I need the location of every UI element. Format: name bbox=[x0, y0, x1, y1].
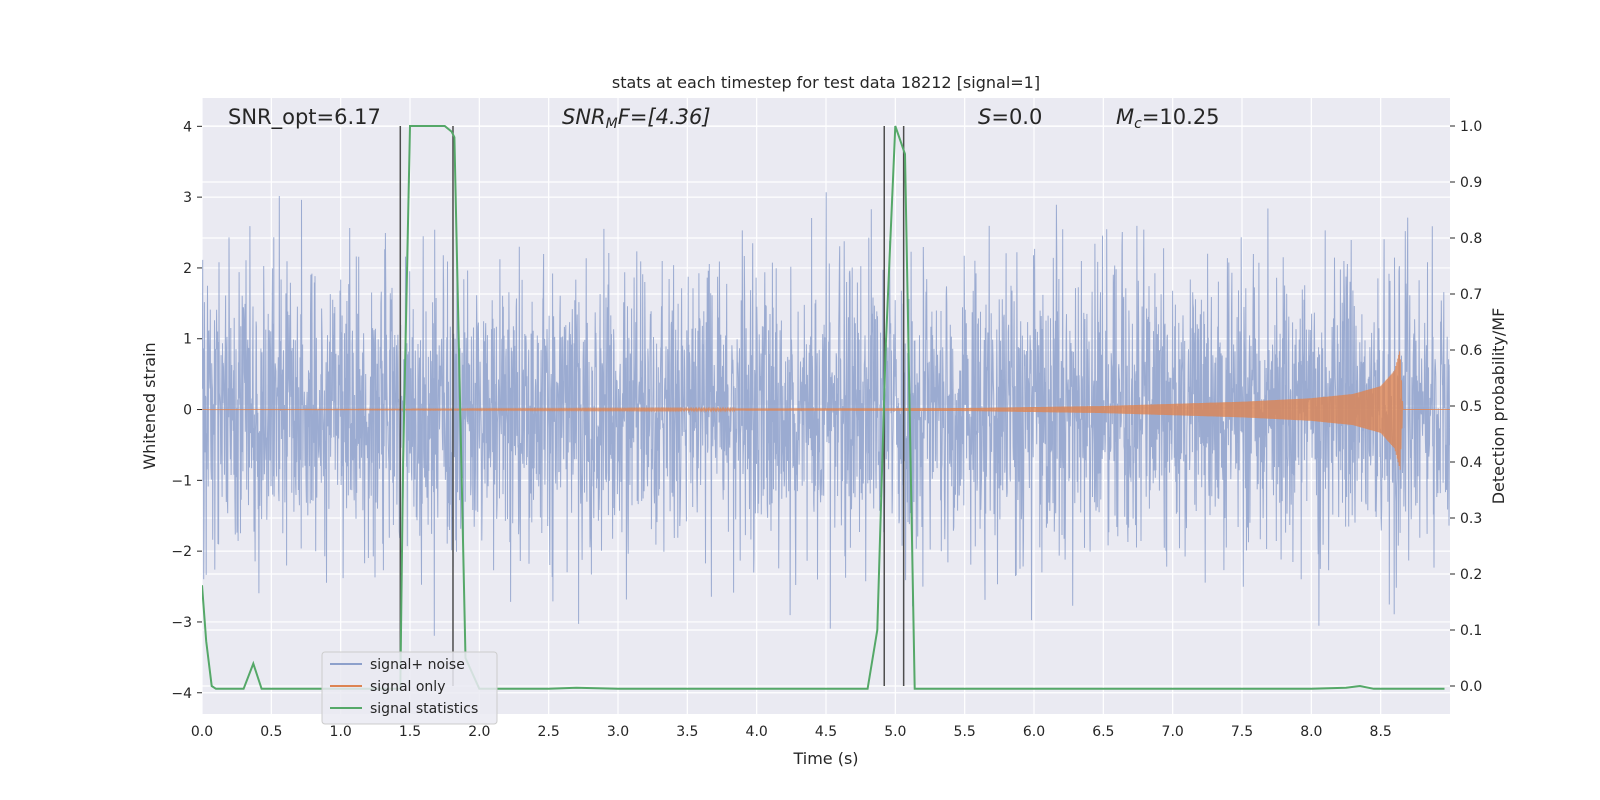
y-left-axis-ticks: 4 3 2 1 0 −1 −2 −3 −4 bbox=[171, 119, 202, 702]
x-tick-label: 8.5 bbox=[1370, 724, 1392, 740]
y-left-tick-label: 0 bbox=[183, 403, 192, 419]
annotation-s: S=0.0 bbox=[978, 105, 1042, 129]
y-right-tick-label: 0.4 bbox=[1460, 455, 1482, 471]
x-tick-label: 5.0 bbox=[884, 724, 906, 740]
y-left-tick-label: 1 bbox=[183, 332, 192, 348]
plot-area bbox=[202, 125, 1450, 690]
y-left-tick-label: −1 bbox=[171, 473, 192, 489]
y-right-axis-label: Detection probability/MF bbox=[1489, 308, 1508, 505]
y-left-tick-label: −3 bbox=[171, 615, 192, 631]
y-left-tick-label: 3 bbox=[183, 190, 192, 206]
annotation-s-name: S bbox=[978, 105, 991, 129]
y-right-tick-label: 0.1 bbox=[1460, 623, 1482, 639]
y-right-tick-label: 0.7 bbox=[1460, 287, 1482, 303]
x-tick-label: 1.0 bbox=[330, 724, 352, 740]
x-tick-label: 5.5 bbox=[954, 724, 976, 740]
y-right-tick-label: 0.6 bbox=[1460, 343, 1482, 359]
annotation-mc-rest: =10.25 bbox=[1142, 105, 1220, 129]
series-signal-statistics bbox=[202, 125, 1445, 690]
y-left-axis-label: Whitened strain bbox=[140, 342, 159, 469]
chart-title: stats at each timestep for test data 182… bbox=[612, 73, 1040, 92]
annotation-mc-name: M bbox=[1116, 105, 1134, 129]
x-tick-label: 2.0 bbox=[468, 724, 490, 740]
y-right-tick-label: 0.5 bbox=[1460, 399, 1482, 415]
x-tick-label: 0.5 bbox=[260, 724, 282, 740]
annotation-mc: Mc=10.25 bbox=[1116, 105, 1220, 132]
series-signal-only bbox=[202, 351, 1450, 470]
y-left-tick-label: −4 bbox=[171, 686, 192, 702]
legend-box bbox=[321, 651, 498, 725]
x-tick-label: 6.0 bbox=[1023, 724, 1045, 740]
x-tick-label: 6.5 bbox=[1092, 724, 1114, 740]
y-right-tick-label: 1.0 bbox=[1460, 119, 1482, 135]
x-axis-ticks: 0.0 0.5 1.0 1.5 2.0 2.5 3.0 3.5 4.0 4.5 5.0 5.5 6.0 6… bbox=[191, 724, 1392, 740]
x-tick-label: 7.0 bbox=[1162, 724, 1184, 740]
annotation-snr-mf: SNRMF=[4.36] bbox=[562, 105, 711, 132]
y-right-tick-label: 0.9 bbox=[1460, 175, 1482, 191]
y-right-tick-label: 0.8 bbox=[1460, 231, 1482, 247]
x-tick-label: 4.5 bbox=[815, 724, 837, 740]
legend-label-signal-only: signal only bbox=[370, 679, 445, 695]
x-tick-label: 8.0 bbox=[1300, 724, 1322, 740]
legend: signal+ noise signal only signal statist… bbox=[321, 651, 498, 725]
y-left-tick-label: 2 bbox=[183, 261, 192, 277]
y-right-axis-ticks: 1.0 0.9 0.8 0.7 0.6 0.5 0.4 0.3 0.2 0.1 0.0 bbox=[1450, 119, 1482, 695]
annotation-snr-opt: SNR_opt=6.17 bbox=[228, 105, 381, 130]
x-tick-label: 3.5 bbox=[676, 724, 698, 740]
x-tick-label: 1.5 bbox=[399, 724, 421, 740]
legend-label-signal-noise: signal+ noise bbox=[370, 657, 465, 673]
y-right-tick-label: 0.3 bbox=[1460, 511, 1482, 527]
annotation-mc-sub: c bbox=[1134, 116, 1142, 132]
x-axis-label: Time (s) bbox=[792, 749, 858, 768]
y-right-tick-label: 0.2 bbox=[1460, 567, 1482, 583]
annotation-s-rest: =0.0 bbox=[991, 105, 1042, 129]
annotation-snr-mf-name: SNR bbox=[562, 105, 606, 129]
annotation-snr-mf-sub: M bbox=[606, 116, 618, 132]
x-tick-label: 3.0 bbox=[607, 724, 629, 740]
series-signal-noise bbox=[202, 192, 1450, 636]
x-tick-label: 4.0 bbox=[746, 724, 768, 740]
annotation-snr-mf-rest: F=[4.36] bbox=[618, 105, 711, 129]
x-tick-label: 2.5 bbox=[538, 724, 560, 740]
x-tick-label: 0.0 bbox=[191, 724, 213, 740]
y-right-tick-label: 0.0 bbox=[1460, 679, 1482, 695]
legend-label-signal-statistics: signal statistics bbox=[370, 701, 478, 717]
y-left-tick-label: 4 bbox=[183, 119, 192, 135]
x-tick-label: 7.5 bbox=[1231, 724, 1253, 740]
y-left-tick-label: −2 bbox=[171, 544, 192, 560]
